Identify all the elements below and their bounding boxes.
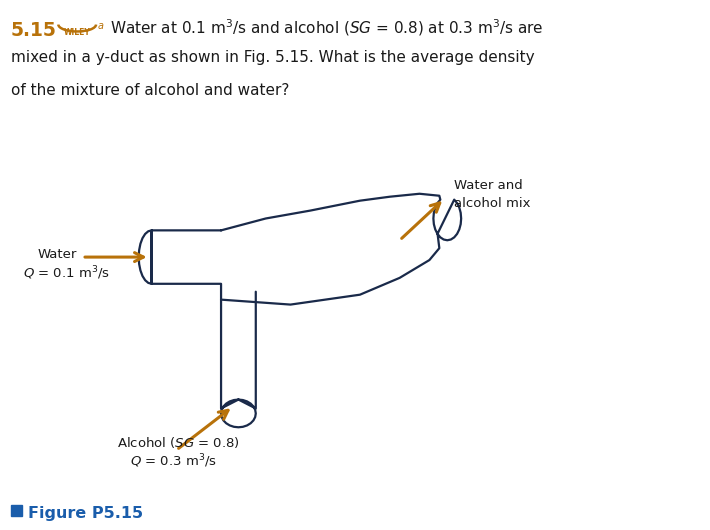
Text: alcohol mix: alcohol mix: [454, 197, 530, 210]
Text: Figure P5.15: Figure P5.15: [28, 507, 143, 522]
Text: Water: Water: [38, 248, 77, 261]
Bar: [11, 506, 21, 516]
Text: of the mixture of alcohol and water?: of the mixture of alcohol and water?: [11, 83, 289, 98]
Text: WILEY: WILEY: [64, 28, 91, 37]
Text: $Q$ = 0.3 m$^3$/s: $Q$ = 0.3 m$^3$/s: [130, 452, 217, 470]
Text: Water and: Water and: [454, 179, 523, 192]
Text: 5.15: 5.15: [11, 21, 57, 40]
Text: mixed in a y-duct as shown in Fig. 5.15. What is the average density: mixed in a y-duct as shown in Fig. 5.15.…: [11, 50, 535, 65]
Text: a: a: [98, 21, 104, 31]
Text: Alcohol ($SG$ = 0.8): Alcohol ($SG$ = 0.8): [117, 435, 239, 450]
Text: Water at 0.1 m$^3$/s and alcohol ($SG$ = 0.8) at 0.3 m$^3$/s are: Water at 0.1 m$^3$/s and alcohol ($SG$ =…: [110, 17, 543, 38]
Text: $Q$ = 0.1 m$^3$/s: $Q$ = 0.1 m$^3$/s: [23, 264, 110, 281]
